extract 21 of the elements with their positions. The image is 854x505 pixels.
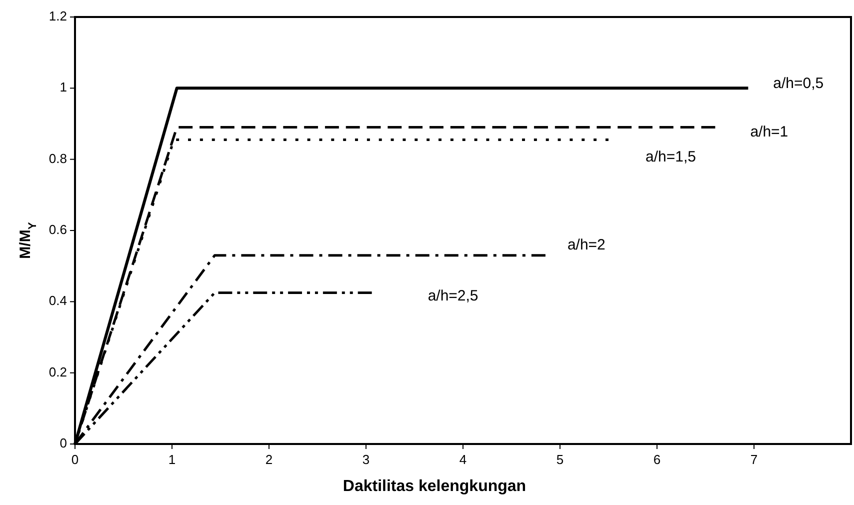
x-tick-label: 6 (653, 452, 661, 467)
y-tick-label: 1.2 (48, 8, 67, 24)
x-tick-label: 2 (265, 452, 273, 467)
x-tick-label: 0 (71, 452, 79, 467)
x-tick-label: 5 (556, 452, 564, 467)
text: a/h=1,5 (646, 148, 696, 166)
x-tick-label: 3 (362, 452, 370, 467)
y-tick-label: 0.2 (48, 364, 67, 380)
x-axis-title: Daktilitas kelengkungan (342, 478, 526, 495)
y-tick-label: 1 (60, 80, 67, 95)
x-tick-label: 1 (168, 452, 176, 467)
y-tick-label: 0.4 (48, 293, 67, 308)
series-label: a/h=0,5 (773, 75, 824, 92)
y-tick-label: 0 (60, 435, 67, 450)
text: a/h=1 (750, 123, 788, 140)
y-tick-label: 0.8 (48, 150, 67, 166)
series-label: a/h=2 (567, 236, 606, 254)
y-tick-label: 0.6 (48, 222, 67, 237)
x-tick-label: 4 (459, 452, 467, 467)
text: a/h=2,5 (428, 288, 478, 305)
x-tick-label: 7 (750, 452, 758, 467)
